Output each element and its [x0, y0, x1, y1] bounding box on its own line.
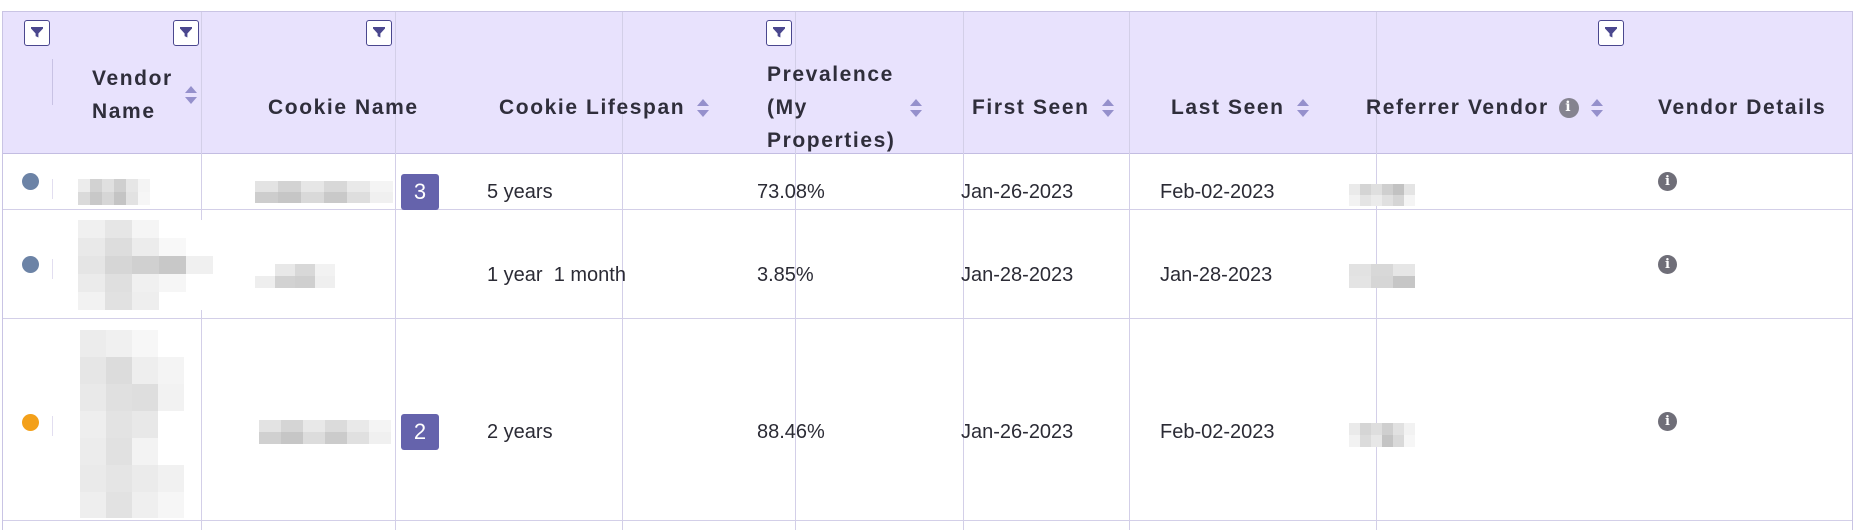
column-label: Prevalence (My Properties) — [767, 63, 896, 152]
filter-icon — [1605, 27, 1617, 38]
column-label: First Seen — [972, 96, 1090, 119]
cookie-table: Vendor Name Cookie Name Cookie Lifespan … — [2, 11, 1853, 530]
vendor-name-redacted — [78, 179, 150, 205]
status-dot — [22, 256, 39, 273]
vendor-name-redacted — [78, 220, 213, 310]
column-label: Cookie Lifespan — [499, 96, 686, 119]
prevalence-value: 88.46% — [757, 421, 825, 443]
vendor-name-redacted — [80, 330, 184, 518]
cookie-count-badge[interactable]: 2 — [401, 414, 439, 450]
filter-icon — [31, 27, 43, 38]
filter-icon — [180, 27, 192, 38]
last-seen-value: Feb-02-2023 — [1160, 181, 1275, 203]
select-filter-button[interactable] — [24, 20, 50, 46]
cookie-lifespan-value: 2 years — [487, 421, 553, 443]
cookie-name-redacted — [255, 181, 393, 203]
prevalence-filter-button[interactable] — [766, 20, 792, 46]
column-header-first-seen[interactable]: First Seen — [972, 91, 1115, 124]
status-dot — [22, 414, 39, 431]
cookie-count-badge[interactable]: 3 — [401, 174, 439, 210]
vendor-details-info-icon[interactable]: i — [1658, 255, 1677, 274]
column-header-vendor-details: Vendor Details — [1658, 91, 1826, 124]
column-header-prevalence[interactable]: Prevalence (My Properties) — [767, 58, 923, 157]
sort-icon[interactable] — [1101, 96, 1115, 120]
referrer-vendor-filter-button[interactable] — [1598, 20, 1624, 46]
first-seen-value: Jan-26-2023 — [961, 421, 1074, 443]
column-header-vendor-name[interactable]: Vendor Name — [92, 62, 198, 128]
column-label: Last Seen — [1171, 96, 1285, 119]
last-seen-value: Jan-28-2023 — [1160, 264, 1273, 286]
cookie-name-filter-button[interactable] — [366, 20, 392, 46]
column-label: Referrer Vendor — [1366, 96, 1549, 119]
referrer-vendor-redacted — [1349, 423, 1415, 447]
column-header-referrer-vendor[interactable]: Referrer Vendor i — [1366, 91, 1604, 124]
column-header-cookie-name: Cookie Name — [268, 91, 419, 124]
table-header — [3, 12, 1852, 154]
filter-icon — [373, 27, 385, 38]
status-dot — [22, 173, 39, 190]
filter-icon — [773, 27, 785, 38]
prevalence-value: 73.08% — [757, 181, 825, 203]
cookie-name-redacted — [259, 420, 393, 444]
first-seen-value: Jan-26-2023 — [961, 181, 1074, 203]
sort-icon[interactable] — [1296, 96, 1310, 120]
cookie-name-redacted — [255, 264, 335, 288]
referrer-vendor-redacted — [1349, 264, 1415, 288]
cookie-lifespan-value: 5 years — [487, 181, 553, 203]
column-header-last-seen[interactable]: Last Seen — [1171, 91, 1310, 124]
cookie-lifespan-value: 1 year 1 month — [487, 264, 626, 286]
vendor-name-filter-button[interactable] — [173, 20, 199, 46]
referrer-vendor-redacted — [1349, 184, 1415, 206]
column-label: Cookie Name — [268, 96, 419, 119]
prevalence-value: 3.85% — [757, 264, 814, 286]
sort-icon[interactable] — [1590, 96, 1604, 120]
vendor-details-info-icon[interactable]: i — [1658, 412, 1677, 431]
column-label: Vendor Name — [92, 67, 173, 123]
column-label: Vendor Details — [1658, 96, 1827, 119]
sort-icon[interactable] — [696, 96, 710, 120]
sort-icon[interactable] — [184, 83, 198, 107]
last-seen-value: Feb-02-2023 — [1160, 421, 1275, 443]
vendor-details-info-icon[interactable]: i — [1658, 172, 1677, 191]
first-seen-value: Jan-28-2023 — [961, 264, 1074, 286]
column-header-cookie-lifespan[interactable]: Cookie Lifespan — [499, 91, 710, 124]
sort-icon[interactable] — [909, 96, 923, 120]
info-icon[interactable]: i — [1558, 97, 1579, 118]
